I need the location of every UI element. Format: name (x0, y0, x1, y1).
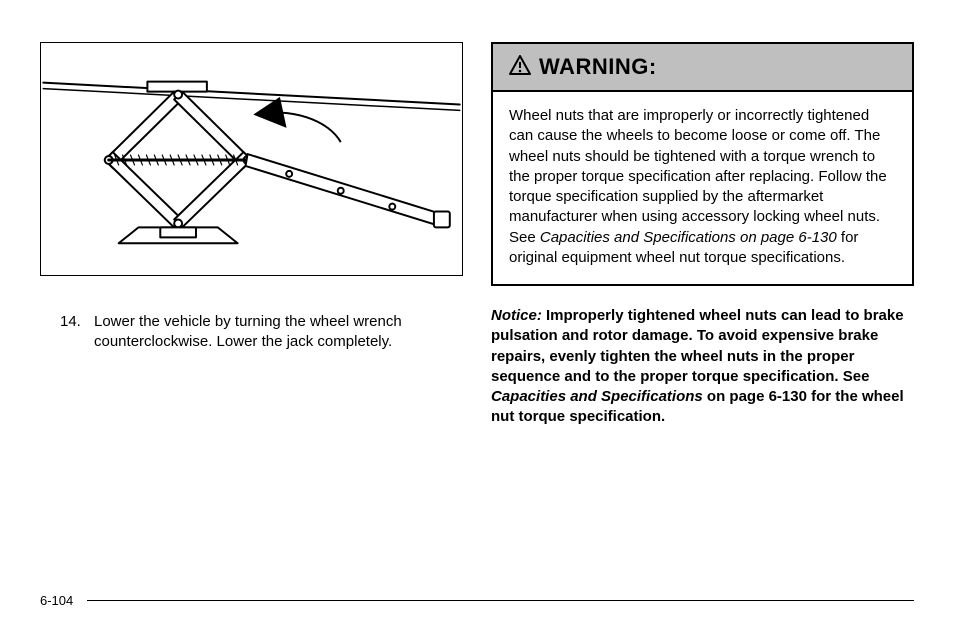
notice-text-2: on page 6-130 (703, 388, 807, 405)
step-number: 14. (60, 312, 81, 332)
right-column: WARNING: Wheel nuts that are improperly … (491, 42, 914, 428)
manual-page: 14. Lower the vehicle by turning the whe… (40, 42, 914, 598)
notice-reference: Capacities and Specifications (491, 388, 703, 405)
warning-reference: Capacities and Specifications on page 6-… (540, 229, 837, 246)
warning-body: Wheel nuts that are improperly or incorr… (493, 92, 912, 284)
jack-illustration-frame (40, 42, 463, 276)
left-column: 14. Lower the vehicle by turning the whe… (40, 42, 463, 428)
footer-rule (87, 600, 914, 601)
two-column-layout: 14. Lower the vehicle by turning the whe… (40, 42, 914, 428)
step-text: Lower the vehicle by turning the wheel w… (94, 313, 402, 350)
warning-box: WARNING: Wheel nuts that are improperly … (491, 42, 914, 286)
warning-header: WARNING: (493, 44, 912, 92)
jack-illustration (41, 43, 462, 275)
warning-title: WARNING: (539, 54, 657, 80)
notice-paragraph: Notice: Improperly tightened wheel nuts … (491, 306, 914, 428)
warning-triangle-icon (509, 55, 531, 80)
instruction-step: 14. Lower the vehicle by turning the whe… (40, 312, 463, 353)
notice-label: Notice: (491, 307, 542, 324)
notice-text-1: Improperly tightened wheel nuts can lead… (491, 307, 904, 385)
page-number: 6-104 (40, 593, 87, 608)
warning-text-pre: Wheel nuts that are improperly or incorr… (509, 107, 887, 246)
page-footer: 6-104 (40, 593, 914, 608)
